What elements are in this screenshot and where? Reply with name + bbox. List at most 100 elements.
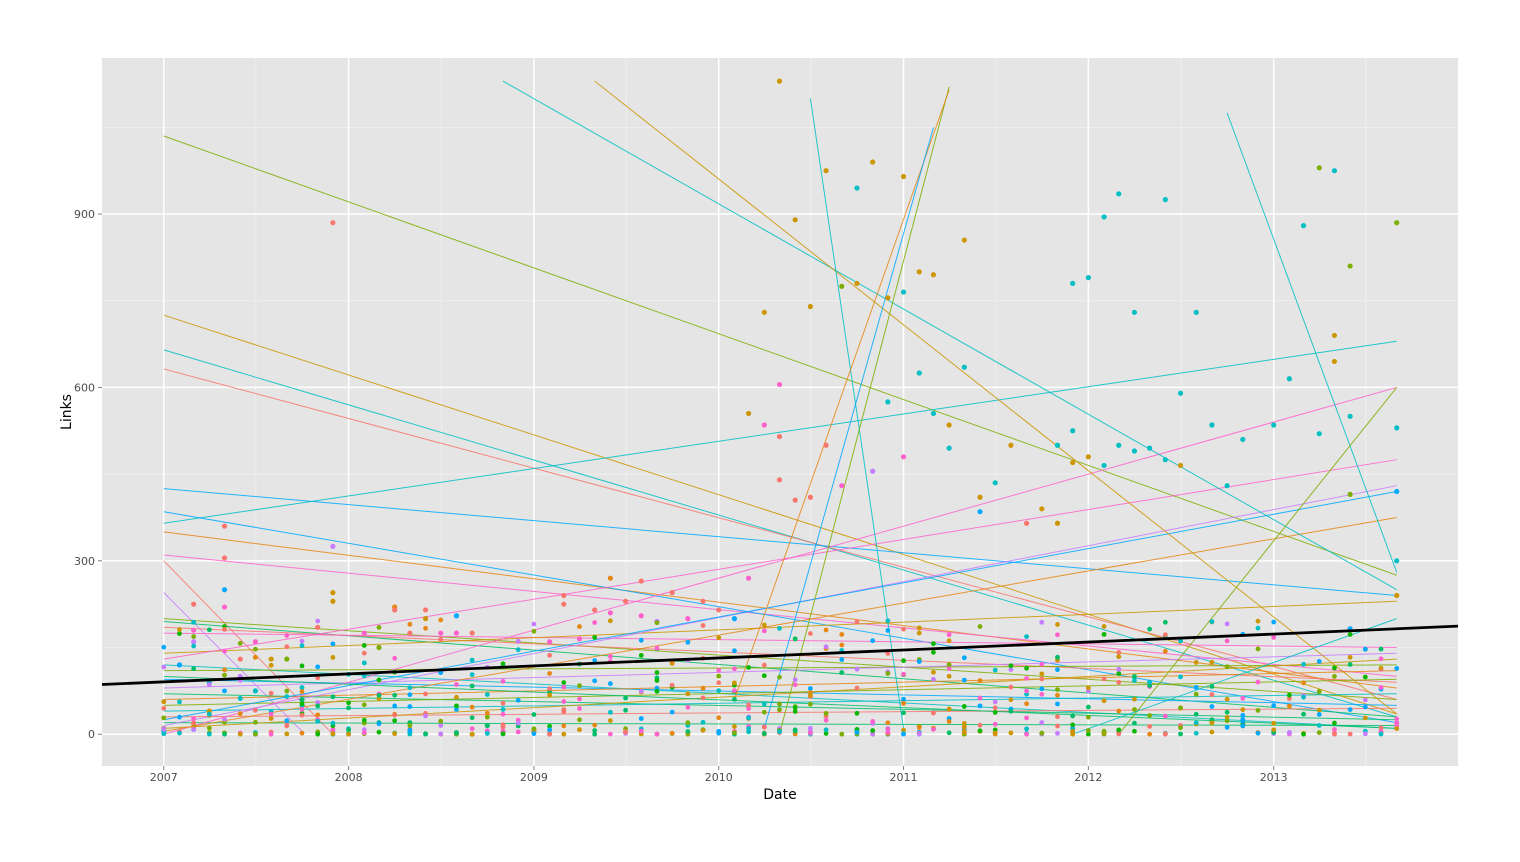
data-point bbox=[946, 422, 952, 428]
data-point bbox=[469, 726, 475, 732]
series-trend-line bbox=[163, 386, 1397, 735]
data-point bbox=[592, 635, 598, 640]
data-point bbox=[1162, 648, 1168, 654]
data-point bbox=[1240, 695, 1246, 701]
data-point bbox=[839, 657, 845, 662]
data-point bbox=[191, 601, 197, 607]
data-point bbox=[1362, 715, 1368, 721]
data-point bbox=[746, 702, 752, 708]
x-axis-ticks: 2007 2008 2009 2010 2011 2012 2013 bbox=[150, 766, 1288, 784]
data-point bbox=[1162, 713, 1168, 719]
data-point bbox=[1039, 686, 1045, 692]
data-point bbox=[222, 648, 227, 654]
data-point bbox=[547, 639, 553, 645]
data-point bbox=[901, 727, 906, 733]
data-point bbox=[577, 683, 582, 689]
data-point bbox=[1378, 731, 1384, 737]
data-point bbox=[315, 700, 321, 705]
data-point bbox=[685, 691, 691, 697]
data-point bbox=[500, 722, 506, 728]
data-point bbox=[792, 677, 798, 683]
data-point bbox=[191, 726, 197, 732]
data-point bbox=[901, 626, 906, 632]
series-trend-line bbox=[163, 678, 1397, 706]
data-point bbox=[1085, 731, 1091, 737]
x-tick-label: 2012 bbox=[1074, 771, 1102, 784]
data-point bbox=[1178, 674, 1183, 680]
data-point bbox=[839, 642, 845, 648]
data-point bbox=[1177, 462, 1184, 469]
data-point bbox=[1394, 720, 1400, 726]
data-point bbox=[761, 673, 767, 679]
data-point bbox=[669, 590, 675, 596]
data-point bbox=[361, 673, 367, 679]
data-point bbox=[547, 727, 553, 733]
data-point bbox=[870, 638, 876, 644]
data-point bbox=[1286, 730, 1292, 736]
data-point bbox=[823, 727, 829, 733]
data-point bbox=[469, 630, 475, 636]
data-point bbox=[1178, 705, 1183, 711]
data-point bbox=[1193, 660, 1199, 665]
data-point bbox=[776, 477, 783, 483]
data-point bbox=[376, 721, 382, 727]
data-point bbox=[1394, 726, 1400, 731]
data-point bbox=[191, 720, 197, 726]
data-point bbox=[1316, 730, 1322, 735]
data-point bbox=[252, 688, 259, 694]
data-point bbox=[931, 710, 936, 716]
data-point bbox=[746, 715, 752, 721]
data-point bbox=[870, 159, 876, 165]
data-point bbox=[961, 655, 967, 661]
data-point bbox=[299, 663, 305, 669]
data-point bbox=[931, 641, 936, 647]
data-point bbox=[685, 720, 691, 726]
data-point bbox=[284, 694, 290, 699]
data-point bbox=[823, 731, 829, 736]
data-point bbox=[1362, 674, 1368, 680]
data-point bbox=[299, 685, 305, 690]
data-point bbox=[299, 689, 305, 695]
series-trend-line bbox=[163, 135, 1397, 576]
series-trend-line bbox=[163, 664, 1397, 672]
data-point bbox=[438, 731, 444, 737]
data-point bbox=[454, 694, 459, 700]
data-point bbox=[1024, 726, 1029, 732]
data-point bbox=[1394, 716, 1400, 722]
data-point bbox=[1347, 707, 1353, 712]
series-trend-line bbox=[163, 511, 1397, 724]
data-point bbox=[1209, 659, 1215, 665]
data-point bbox=[992, 721, 998, 727]
data-point bbox=[1055, 632, 1060, 638]
data-point bbox=[900, 173, 907, 180]
data-point bbox=[716, 667, 722, 673]
data-point bbox=[392, 712, 398, 718]
data-point bbox=[547, 671, 553, 676]
data-point bbox=[1008, 730, 1014, 736]
data-point bbox=[1162, 731, 1168, 737]
data-point bbox=[1039, 661, 1045, 667]
data-point bbox=[592, 722, 598, 728]
data-point bbox=[1240, 712, 1246, 718]
data-point bbox=[1055, 730, 1060, 736]
data-point bbox=[1394, 220, 1400, 226]
data-point bbox=[823, 710, 829, 716]
data-point bbox=[1147, 713, 1153, 718]
data-point bbox=[1178, 638, 1183, 644]
data-point bbox=[623, 707, 628, 713]
data-point bbox=[761, 628, 767, 634]
data-point bbox=[330, 598, 336, 604]
data-point bbox=[1394, 488, 1400, 495]
data-point bbox=[561, 707, 567, 713]
series-trend-line bbox=[163, 658, 1397, 729]
data-point bbox=[177, 631, 182, 636]
data-point bbox=[284, 644, 290, 650]
data-point bbox=[253, 654, 258, 660]
data-point bbox=[438, 670, 444, 676]
data-point bbox=[453, 630, 460, 636]
data-point bbox=[854, 710, 860, 716]
data-point bbox=[916, 370, 922, 376]
data-point bbox=[1116, 654, 1122, 660]
data-point bbox=[299, 706, 305, 712]
data-point bbox=[161, 699, 167, 705]
